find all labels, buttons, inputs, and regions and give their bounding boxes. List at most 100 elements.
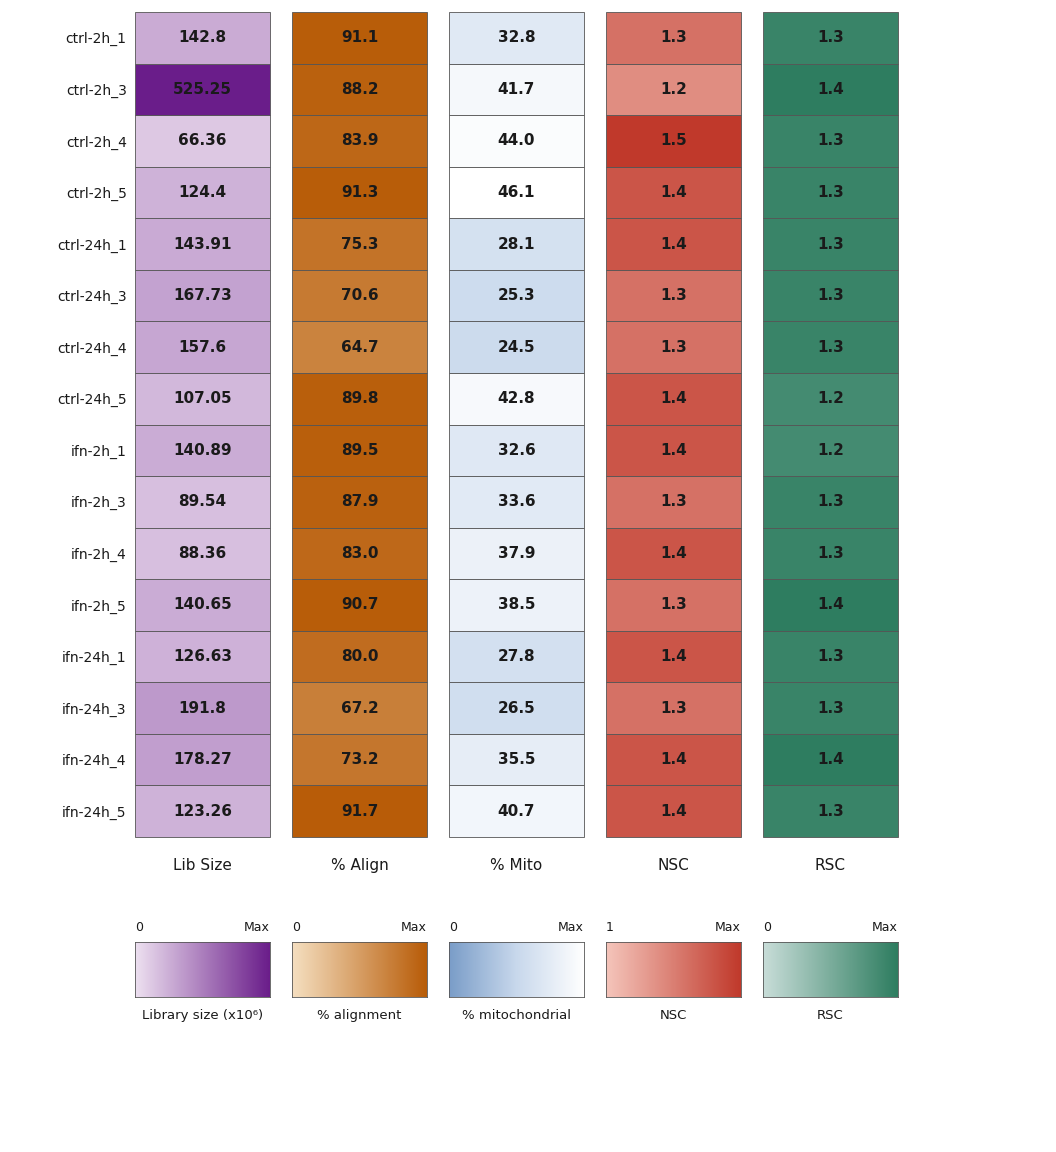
Text: 70.6: 70.6 bbox=[341, 288, 378, 303]
Text: 0: 0 bbox=[449, 920, 457, 934]
Text: 525.25: 525.25 bbox=[173, 82, 232, 97]
Bar bbox=[763, 579, 898, 631]
Text: 87.9: 87.9 bbox=[341, 494, 378, 509]
Text: 1.3: 1.3 bbox=[817, 649, 844, 664]
Text: 0: 0 bbox=[763, 920, 771, 934]
Text: 64.7: 64.7 bbox=[341, 340, 378, 355]
Bar bbox=[763, 476, 898, 528]
Bar bbox=[449, 786, 584, 838]
Bar bbox=[763, 373, 898, 424]
Text: Max: Max bbox=[559, 920, 584, 934]
Text: 1.4: 1.4 bbox=[660, 236, 686, 251]
Text: 1.4: 1.4 bbox=[660, 752, 686, 767]
Text: 1.3: 1.3 bbox=[817, 185, 844, 200]
Text: 1.3: 1.3 bbox=[660, 494, 686, 509]
Text: 40.7: 40.7 bbox=[497, 804, 535, 819]
Text: 37.9: 37.9 bbox=[497, 546, 535, 561]
Text: 83.0: 83.0 bbox=[341, 546, 378, 561]
Text: 1.3: 1.3 bbox=[817, 30, 844, 45]
Text: % Mito: % Mito bbox=[490, 857, 543, 872]
Bar bbox=[606, 63, 741, 115]
Bar bbox=[763, 424, 898, 476]
Bar bbox=[763, 115, 898, 167]
Bar bbox=[293, 12, 427, 63]
Bar bbox=[293, 579, 427, 631]
Bar bbox=[293, 167, 427, 218]
Text: 75.3: 75.3 bbox=[341, 236, 378, 251]
Text: 140.89: 140.89 bbox=[173, 442, 232, 457]
Bar bbox=[135, 424, 270, 476]
Bar bbox=[449, 734, 584, 786]
Text: 80.0: 80.0 bbox=[341, 649, 378, 664]
Text: 1.3: 1.3 bbox=[660, 288, 686, 303]
Text: 1.3: 1.3 bbox=[817, 134, 844, 149]
Text: 157.6: 157.6 bbox=[178, 340, 227, 355]
Bar bbox=[606, 734, 741, 786]
Text: 1.4: 1.4 bbox=[660, 649, 686, 664]
Text: Max: Max bbox=[401, 920, 427, 934]
Bar bbox=[763, 682, 898, 734]
Text: 26.5: 26.5 bbox=[497, 700, 535, 715]
Bar bbox=[135, 579, 270, 631]
Bar bbox=[293, 528, 427, 579]
Text: 123.26: 123.26 bbox=[173, 804, 232, 819]
Text: 38.5: 38.5 bbox=[497, 598, 535, 613]
Text: 1.3: 1.3 bbox=[817, 340, 844, 355]
Text: 27.8: 27.8 bbox=[497, 649, 535, 664]
Text: 1.4: 1.4 bbox=[817, 598, 844, 613]
Text: 178.27: 178.27 bbox=[173, 752, 232, 767]
Text: % mitochondrial: % mitochondrial bbox=[463, 1009, 571, 1022]
Bar bbox=[293, 424, 427, 476]
Bar bbox=[135, 476, 270, 528]
Bar bbox=[763, 786, 898, 838]
Text: 1.3: 1.3 bbox=[817, 700, 844, 715]
Text: 32.8: 32.8 bbox=[497, 30, 535, 45]
Bar bbox=[293, 321, 427, 373]
Text: 1.3: 1.3 bbox=[660, 598, 686, 613]
Bar bbox=[293, 115, 427, 167]
Text: 1.4: 1.4 bbox=[660, 442, 686, 457]
Bar bbox=[606, 373, 741, 424]
Bar bbox=[449, 476, 584, 528]
Text: NSC: NSC bbox=[658, 857, 690, 872]
Bar bbox=[449, 321, 584, 373]
Bar bbox=[763, 734, 898, 786]
Text: 28.1: 28.1 bbox=[497, 236, 535, 251]
Bar bbox=[293, 218, 427, 270]
Text: 1.2: 1.2 bbox=[817, 392, 844, 407]
Text: RSC: RSC bbox=[815, 857, 846, 872]
Bar bbox=[449, 63, 584, 115]
Text: 73.2: 73.2 bbox=[341, 752, 378, 767]
Text: 1.4: 1.4 bbox=[660, 804, 686, 819]
Text: 126.63: 126.63 bbox=[173, 649, 232, 664]
Text: 42.8: 42.8 bbox=[497, 392, 535, 407]
Bar bbox=[293, 734, 427, 786]
Bar bbox=[606, 270, 741, 321]
Text: 33.6: 33.6 bbox=[497, 494, 535, 509]
Bar bbox=[763, 63, 898, 115]
Bar bbox=[293, 682, 427, 734]
Bar bbox=[135, 682, 270, 734]
Text: 90.7: 90.7 bbox=[341, 598, 378, 613]
Text: Lib Size: Lib Size bbox=[173, 857, 232, 872]
Bar bbox=[135, 218, 270, 270]
Text: 1.3: 1.3 bbox=[817, 804, 844, 819]
Bar bbox=[135, 631, 270, 682]
Text: 1.5: 1.5 bbox=[660, 134, 686, 149]
Bar bbox=[449, 528, 584, 579]
Bar bbox=[449, 579, 584, 631]
Text: % alignment: % alignment bbox=[317, 1009, 401, 1022]
Bar bbox=[606, 167, 741, 218]
Bar bbox=[763, 270, 898, 321]
Text: 25.3: 25.3 bbox=[497, 288, 535, 303]
Bar bbox=[135, 12, 270, 63]
Text: 44.0: 44.0 bbox=[497, 134, 535, 149]
Text: 191.8: 191.8 bbox=[178, 700, 226, 715]
Bar bbox=[449, 167, 584, 218]
Text: 1.3: 1.3 bbox=[660, 700, 686, 715]
Bar bbox=[293, 270, 427, 321]
Text: 1.3: 1.3 bbox=[817, 236, 844, 251]
Bar bbox=[606, 786, 741, 838]
Text: 0: 0 bbox=[293, 920, 300, 934]
Bar bbox=[606, 424, 741, 476]
